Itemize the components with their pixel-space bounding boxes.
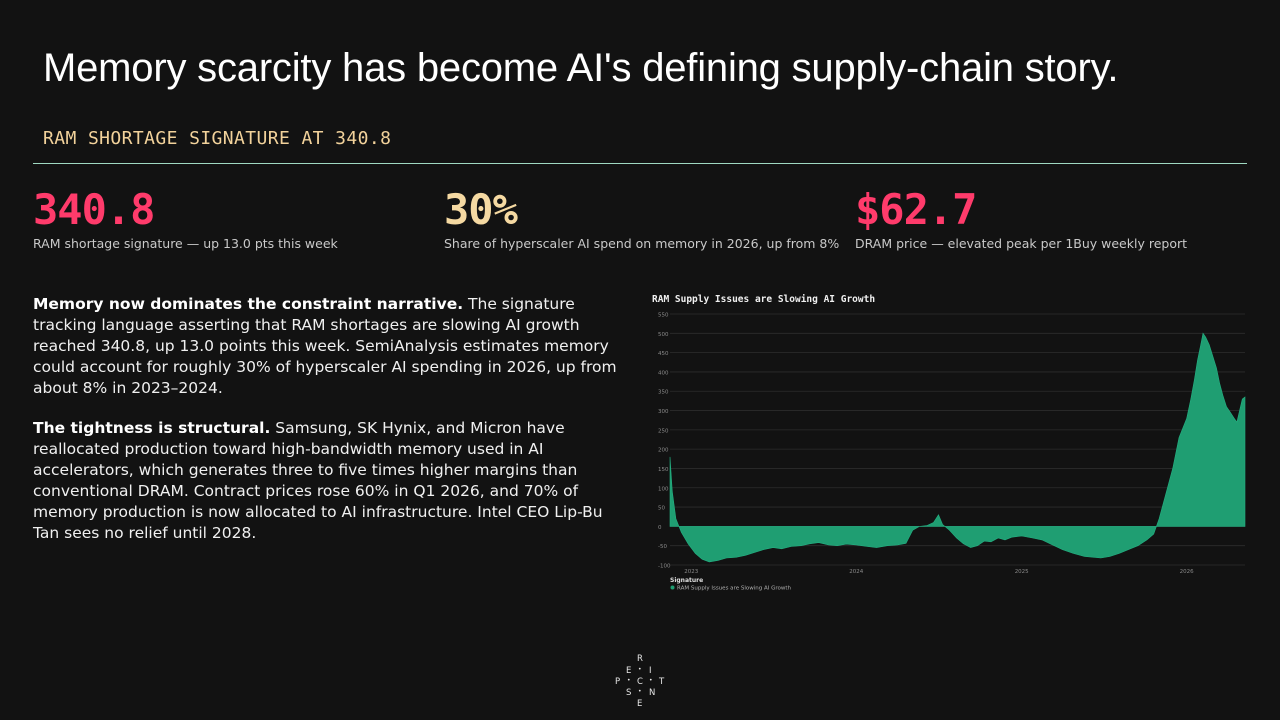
y-tick-label: 200 bbox=[658, 448, 669, 454]
y-tick-label: 150 bbox=[658, 467, 669, 473]
logo-letter-e2: E bbox=[637, 699, 643, 709]
series-area bbox=[669, 332, 1246, 563]
y-tick-label: 100 bbox=[658, 486, 669, 492]
y-tick-label: 350 bbox=[658, 390, 669, 396]
chart-title: RAM Supply Issues are Slowing AI Growth bbox=[652, 294, 875, 305]
logo-letter-t: T bbox=[659, 677, 665, 687]
kpi-dram-price-desc: DRAM price — elevated peak per 1Buy week… bbox=[855, 236, 1188, 251]
paragraph-structural-lead: The tightness is structural. bbox=[33, 419, 271, 437]
kpi-signature-desc: RAM shortage signature — up 13.0 pts thi… bbox=[33, 236, 338, 251]
kpi-memory-share-value: 30% bbox=[444, 185, 518, 234]
legend-label: RAM Supply Issues are Slowing AI Growth bbox=[677, 586, 792, 592]
y-tick-label: 450 bbox=[658, 351, 669, 357]
page-subtitle: RAM SHORTAGE SIGNATURE AT 340.8 bbox=[43, 128, 392, 149]
logo-dot-4: • bbox=[638, 688, 642, 695]
x-tick-label: 2023 bbox=[684, 569, 698, 575]
kpi-signature: 340.8 RAM shortage signature — up 13.0 p… bbox=[33, 185, 338, 252]
x-tick-label: 2024 bbox=[849, 569, 863, 575]
paragraph-constraint-text: The signature tracking language assertin… bbox=[33, 295, 617, 397]
signature-chart-svg: RAM Supply Issues are Slowing AI Growth -… bbox=[652, 294, 1246, 592]
page-title: Memory scarcity has become AI's defining… bbox=[43, 46, 1119, 90]
logo-dot-3: • bbox=[649, 677, 653, 684]
y-tick-label: 50 bbox=[658, 506, 665, 512]
logo-letter-s: S bbox=[626, 688, 632, 698]
body-text: Memory now dominates the constraint narr… bbox=[33, 294, 631, 563]
section-divider bbox=[33, 163, 1247, 164]
logo-letter-p: P bbox=[615, 677, 621, 687]
logo-letter-e1: E bbox=[626, 666, 632, 676]
y-tick-label: 550 bbox=[658, 313, 669, 319]
kpi-memory-share: 30% Share of hyperscaler AI spend on mem… bbox=[444, 185, 840, 252]
kpi-memory-share-desc: Share of hyperscaler AI spend on memory … bbox=[444, 236, 840, 251]
logo-letter-n: N bbox=[649, 688, 656, 698]
paragraph-constraint: Memory now dominates the constraint narr… bbox=[33, 294, 631, 399]
logo-dot-1: • bbox=[638, 666, 642, 673]
logo-dot-2: • bbox=[627, 677, 631, 684]
logo-letter-i: I bbox=[649, 666, 652, 676]
brand-logo: R E • I P • C • T S • N E bbox=[612, 654, 668, 709]
paragraph-structural: The tightness is structural. Samsung, SK… bbox=[33, 418, 631, 544]
logo-letter-r: R bbox=[637, 654, 643, 664]
x-tick-label: 2025 bbox=[1015, 569, 1029, 575]
y-tick-label: -100 bbox=[658, 564, 671, 570]
kpi-signature-value: 340.8 bbox=[33, 185, 155, 234]
y-tick-label: 400 bbox=[658, 370, 669, 376]
y-tick-label: 300 bbox=[658, 409, 669, 415]
kpi-dram-price-value: $62.7 bbox=[855, 185, 977, 234]
signature-chart: RAM Supply Issues are Slowing AI Growth -… bbox=[650, 290, 1255, 595]
legend-swatch bbox=[670, 585, 675, 590]
x-tick-label: 2026 bbox=[1180, 569, 1194, 575]
y-tick-label: -50 bbox=[658, 544, 667, 550]
paragraph-constraint-lead: Memory now dominates the constraint narr… bbox=[33, 295, 464, 313]
y-tick-label: 250 bbox=[658, 428, 669, 434]
logo-letter-c: C bbox=[637, 677, 643, 687]
legend-title: Signature bbox=[670, 577, 703, 584]
y-tick-label: 500 bbox=[658, 332, 669, 338]
paragraph-structural-text: Samsung, SK Hynix, and Micron have reall… bbox=[33, 419, 603, 542]
kpi-dram-price: $62.7 DRAM price — elevated peak per 1Bu… bbox=[855, 185, 1188, 252]
y-tick-label: 0 bbox=[658, 525, 662, 531]
